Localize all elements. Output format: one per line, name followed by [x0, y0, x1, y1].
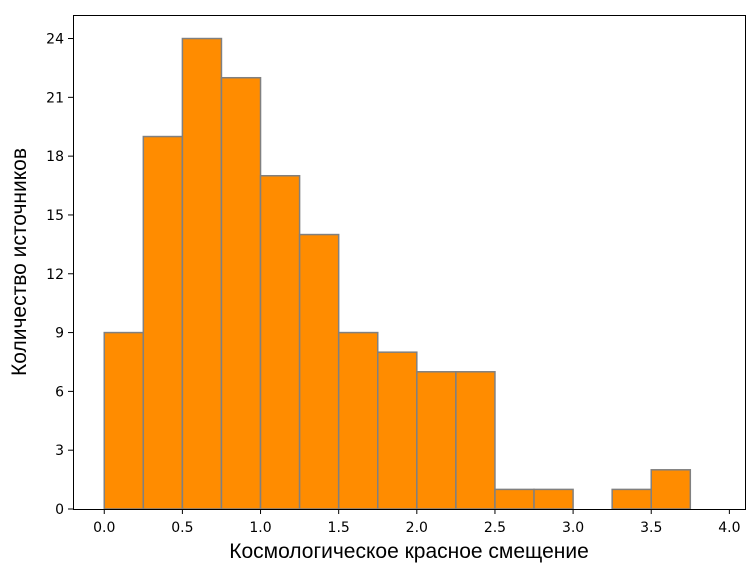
- histogram-bar: [298, 233, 340, 510]
- y-tick-label: 21: [46, 90, 64, 106]
- histogram-bar: [142, 135, 184, 510]
- y-tick-label: 12: [46, 267, 64, 283]
- histogram-bar: [416, 371, 457, 510]
- histogram-bar: [103, 331, 145, 510]
- histogram-bar: [494, 488, 535, 510]
- y-tick-label: 9: [55, 326, 64, 342]
- y-tick-label: 3: [55, 443, 64, 459]
- histogram-bar: [650, 469, 692, 510]
- y-tick-label: 0: [55, 502, 64, 518]
- x-tick-label: 3.0: [562, 520, 584, 536]
- bars-layer: [103, 37, 692, 510]
- x-tick-label: 4.0: [718, 520, 740, 536]
- plot-frame: [73, 15, 746, 510]
- y-axis: 0 3 6 9 12 15 18 21 24: [46, 32, 73, 518]
- histogram-bar: [533, 488, 574, 510]
- histogram-bar: [220, 76, 262, 510]
- histogram-bar: [337, 331, 379, 510]
- histogram-bar: [376, 351, 418, 510]
- x-tick-label: 2.0: [406, 520, 428, 536]
- x-axis: 0.0 0.5 1.0 1.5 2.0 2.5 3.0 3.5 4.0: [93, 509, 741, 536]
- y-axis-label: Количество источников: [8, 148, 31, 376]
- x-tick-label: 2.5: [484, 520, 506, 536]
- histogram-bar: [259, 174, 301, 510]
- histogram-bar: [181, 37, 223, 510]
- x-tick-label: 0.0: [93, 520, 115, 536]
- y-tick-label: 15: [46, 208, 64, 224]
- y-tick-label: 24: [46, 32, 64, 48]
- y-tick-label: 6: [55, 384, 64, 400]
- histogram-bar: [455, 371, 496, 510]
- x-axis-label: Космологическое красное смещение: [229, 540, 589, 563]
- x-tick-label: 1.5: [328, 520, 350, 536]
- y-tick-label: 18: [46, 149, 64, 165]
- x-tick-label: 3.5: [640, 520, 662, 536]
- histogram-bar: [611, 488, 652, 510]
- x-tick-label: 1.0: [249, 520, 271, 536]
- x-tick-label: 0.5: [171, 520, 193, 536]
